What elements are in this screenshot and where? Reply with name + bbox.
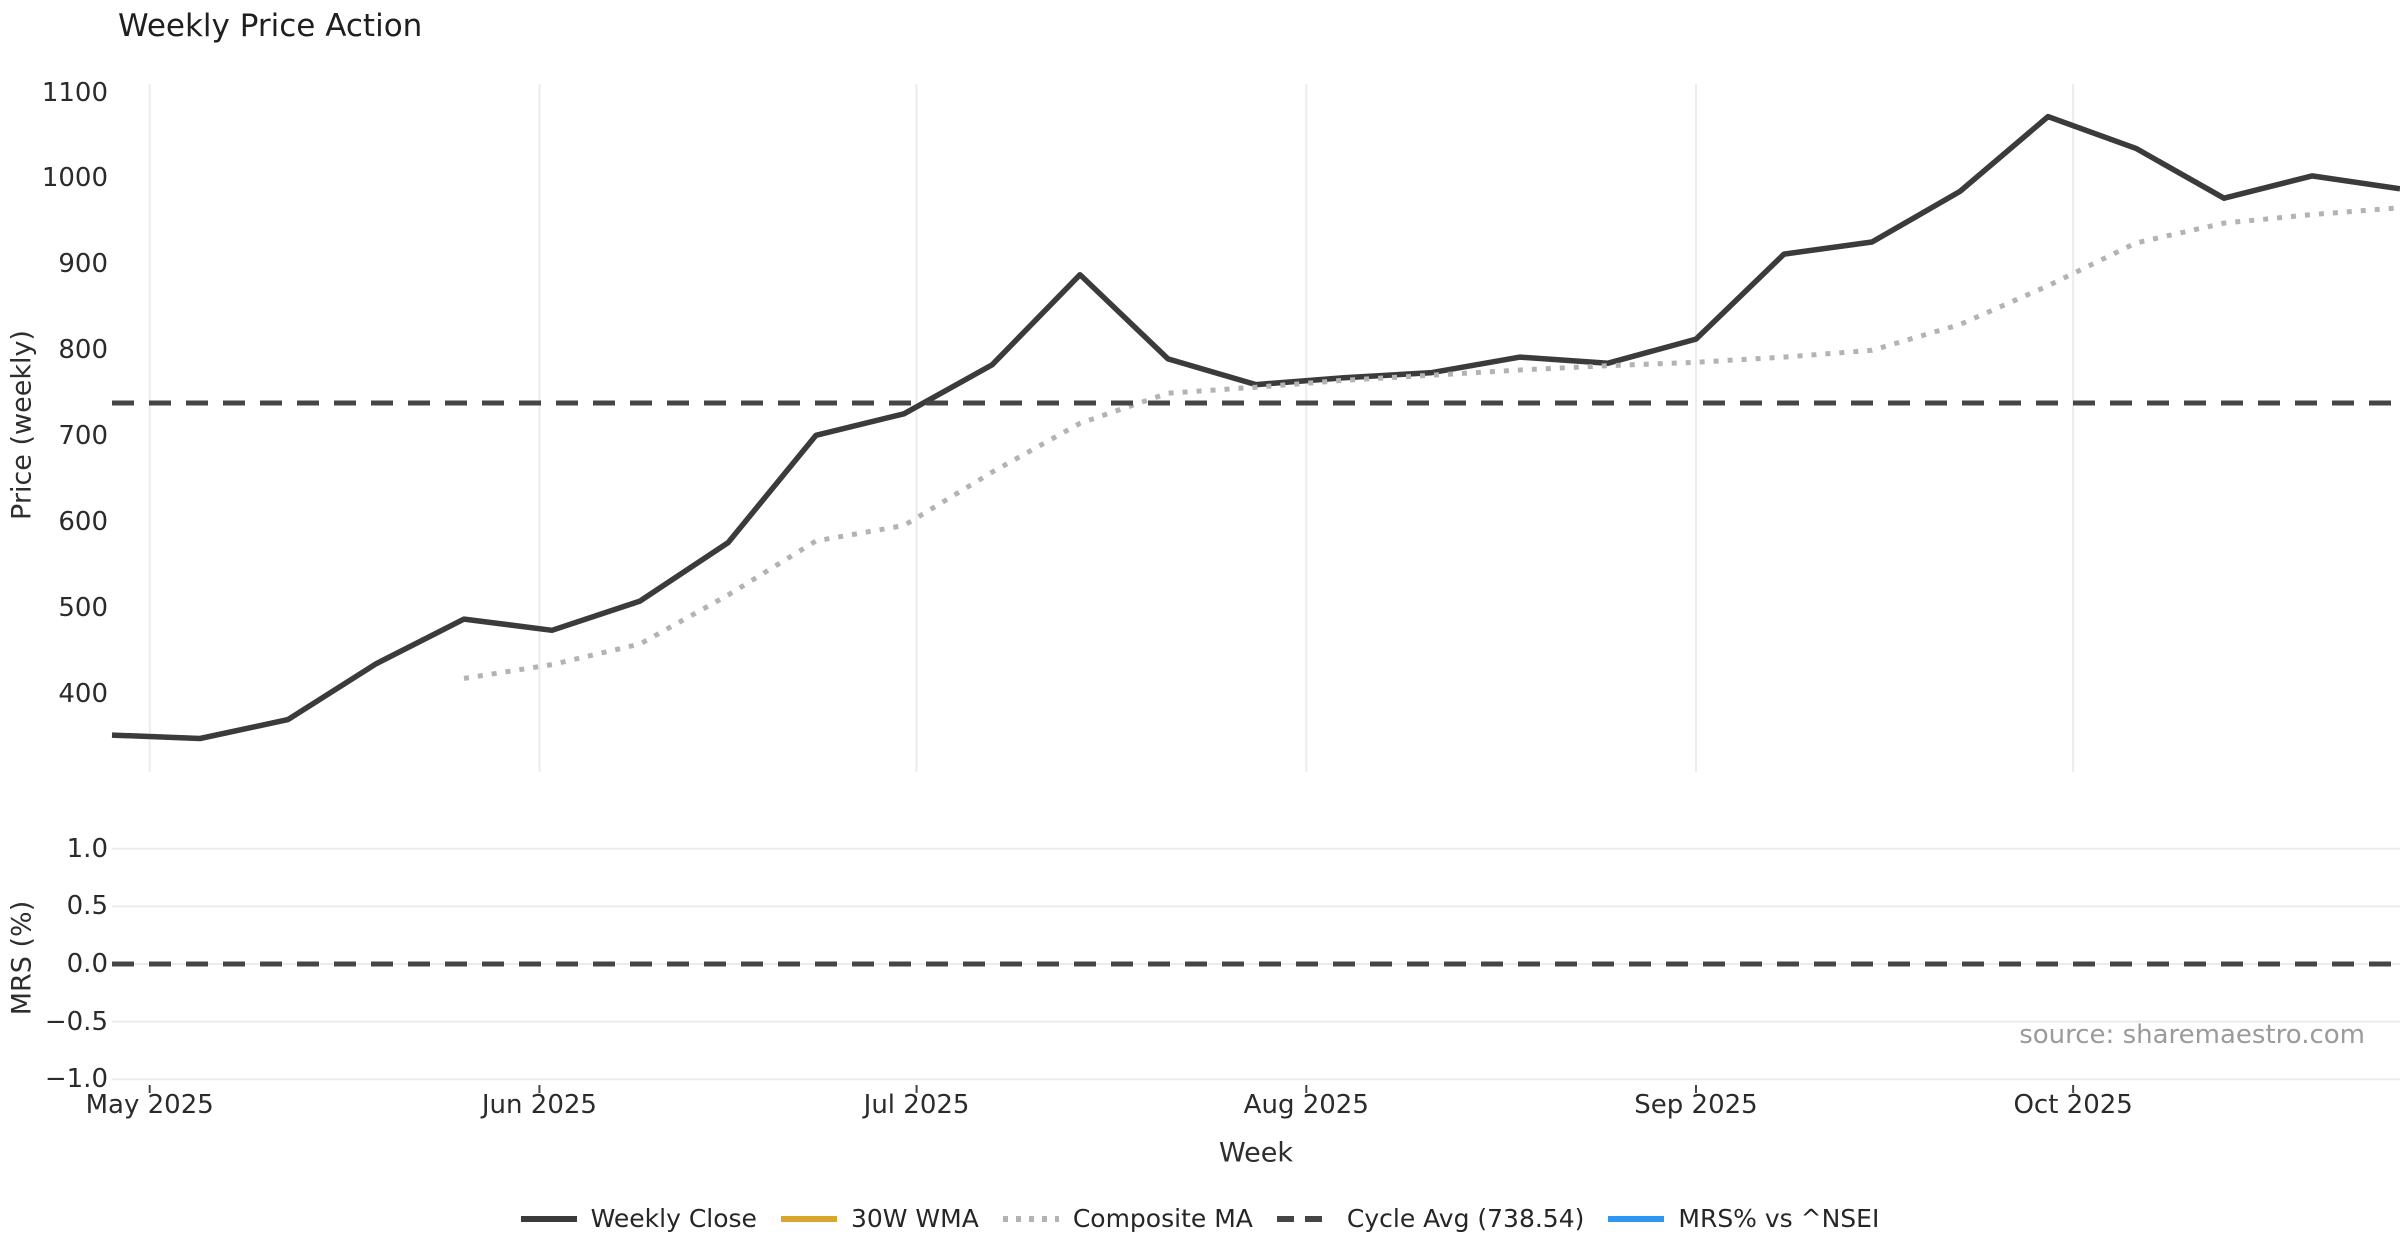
price-ytick-label: 800 — [58, 335, 108, 366]
x-month-tick-label: Aug 2025 — [1243, 1090, 1369, 1120]
x-month-tick-label: Jul 2025 — [863, 1090, 970, 1120]
mrs-ytick-label: 0.5 — [66, 891, 108, 922]
wma-line-swatch-icon — [780, 1215, 837, 1222]
legend-label: Cycle Avg (738.54) — [1346, 1204, 1585, 1233]
price-ytick-label: 900 — [58, 249, 108, 280]
legend-item-cycle-avg: Cycle Avg (738.54) — [1276, 1204, 1585, 1233]
legend-item-composite-ma: Composite MA — [1002, 1204, 1253, 1233]
price-ytick-label: 400 — [58, 678, 108, 709]
price-ytick-label: 1000 — [41, 163, 108, 194]
x-month-tick-label: Sep 2025 — [1634, 1090, 1758, 1120]
weekly-close-line — [111, 113, 2400, 742]
price-ytick-label: 1100 — [41, 77, 108, 108]
cycle-avg-dashed-swatch-icon — [1276, 1215, 1333, 1222]
mrs-ytick-label: −0.5 — [44, 1006, 108, 1037]
price-ytick-label: 700 — [58, 421, 108, 452]
legend-label: Composite MA — [1072, 1204, 1253, 1233]
x-month-tick-label: Oct 2025 — [2013, 1090, 2133, 1120]
mrs-ytick-label: 0.0 — [66, 949, 108, 979]
weekly-close-line-swatch-icon — [520, 1215, 577, 1222]
chart-title: Weekly Price Action — [118, 8, 423, 44]
x-axis-label: Week — [1219, 1137, 1293, 1169]
mrs-line-swatch-icon — [1608, 1215, 1665, 1222]
legend: Weekly Close 30W WMA Composite MA Cycle … — [0, 1204, 2400, 1233]
legend-label: MRS% vs ^NSEI — [1678, 1204, 1880, 1233]
x-month-tick-label: Jun 2025 — [481, 1090, 597, 1120]
legend-item-30w-wma: 30W WMA — [780, 1204, 979, 1233]
mrs-ytick-label: 1.0 — [66, 833, 108, 864]
composite-ma-line — [463, 205, 2400, 681]
legend-label: Weekly Close — [590, 1204, 757, 1233]
legend-item-weekly-close: Weekly Close — [520, 1204, 757, 1233]
price-ytick-label: 500 — [58, 592, 108, 623]
price-ytick-label: 600 — [58, 507, 108, 538]
legend-item-mrs: MRS% vs ^NSEI — [1608, 1204, 1879, 1233]
legend-label: 30W WMA — [850, 1204, 979, 1233]
mrs-ytick-label: −1.0 — [44, 1064, 108, 1095]
composite-ma-dotted-swatch-icon — [1002, 1215, 1059, 1222]
source-attribution: source: sharemaestro.com — [2019, 1020, 2365, 1050]
x-month-tick-label: May 2025 — [85, 1090, 214, 1120]
